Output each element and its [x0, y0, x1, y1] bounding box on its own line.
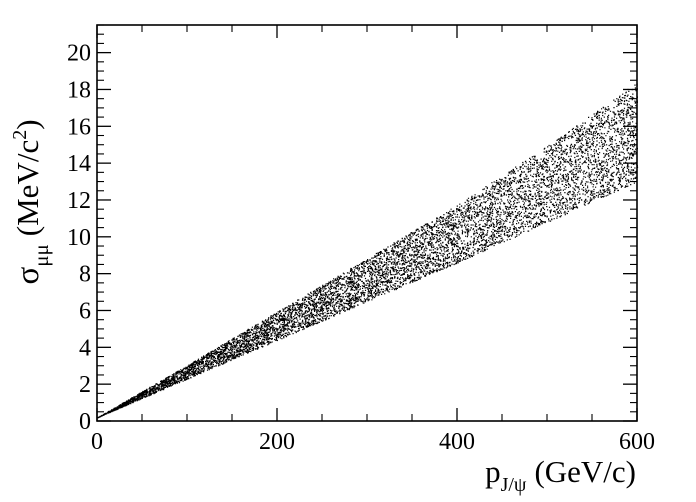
axis-tick-labels: 0 200 400 600 0 2 4 6 8 10 12 14 16 18 20 — [67, 41, 655, 455]
x-tick-label: 600 — [619, 429, 655, 455]
x-tick-label: 200 — [259, 429, 295, 455]
y-axis-title: σμμ (MeV/c2) — [9, 119, 53, 284]
x-tick-label: 0 — [91, 429, 103, 455]
y-axis-title-main: σ — [10, 267, 46, 285]
plot-frame — [96, 24, 638, 422]
x-axis-title-unit: (GeV/c) — [534, 454, 636, 489]
y-tick-label: 8 — [79, 262, 91, 288]
y-tick-label: 10 — [67, 225, 91, 251]
x-axis-title-main: p — [485, 454, 501, 489]
x-axis-title-subscript: J/ψ — [501, 474, 527, 496]
y-tick-label: 0 — [79, 409, 91, 435]
scatter-point-cloud — [97, 83, 639, 419]
x-tick-label: 400 — [439, 429, 475, 455]
y-axis-title-unit-superscript: 2 — [9, 130, 31, 140]
y-tick-label: 18 — [67, 77, 91, 103]
y-axis-title-subscript: μμ — [29, 244, 53, 267]
y-tick-label: 2 — [79, 372, 91, 398]
x-axis-title: pJ/ψ (GeV/c) — [485, 454, 636, 496]
y-axis-title-unit: (MeV/c — [10, 140, 45, 236]
y-axis-title-unit-close: ) — [10, 119, 45, 129]
y-tick-label: 4 — [79, 335, 91, 361]
y-tick-label: 6 — [79, 298, 91, 324]
axis-ticks — [96, 24, 638, 422]
y-tick-label: 16 — [67, 114, 91, 140]
y-tick-label: 12 — [67, 188, 91, 214]
y-tick-label: 14 — [67, 151, 91, 177]
y-tick-label: 20 — [67, 41, 91, 67]
scatter-points — [97, 83, 639, 419]
